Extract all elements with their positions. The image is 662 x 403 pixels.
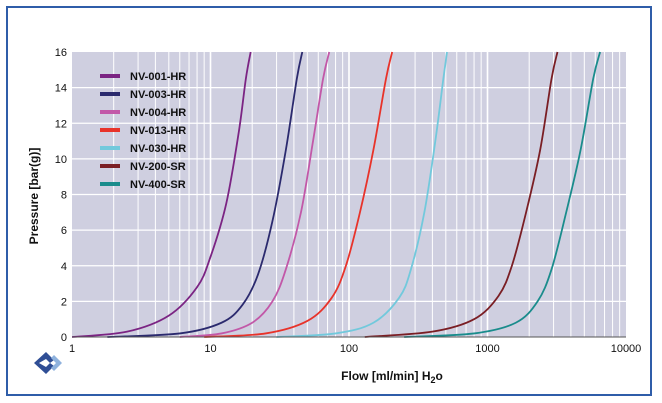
axes: 1 10 100 1000 10000 0 2 4 6 8 10 12 14 16 [55,47,642,355]
double-chevron-diamond-logo [34,352,62,374]
y-tick-label: 6 [61,225,67,237]
y-tick-label: 16 [55,47,67,59]
series-line-2 [179,51,331,338]
x-tick-label: 100 [340,343,358,355]
series-line-1 [107,51,304,338]
legend-label: NV-003-HR [130,89,186,101]
x-axis-title: Flow [ml/min] H2o [341,369,443,385]
y-tick-label: 12 [55,118,67,130]
x-tick-label: 1 [69,343,75,355]
series-line-3 [204,51,394,338]
x-axis-title-main: Flow [ml/min] H [341,369,430,383]
legend-label: NV-013-HR [130,125,186,137]
series-line-4 [276,51,448,338]
grid-lines [72,52,626,337]
legend-label: NV-400-SR [130,179,186,191]
y-tick-label: 2 [61,296,67,308]
x-tick-label: 10000 [611,343,642,355]
x-tick-label: 1000 [475,343,499,355]
series-line-6 [404,51,601,338]
x-axis-title-tail: o [436,369,443,383]
y-tick-label: 8 [61,190,67,202]
legend-label: NV-001-HR [130,71,186,83]
y-axis-title: Pressure [bar(g)] [27,148,41,245]
series-line-0 [72,51,252,338]
legend-label: NV-004-HR [130,107,186,119]
legend: NV-001-HR NV-003-HR NV-004-HR NV-013-HR NV-0… [100,71,186,191]
legend-label: NV-200-SR [130,161,186,173]
legend-label: NV-030-HR [130,143,186,155]
x-tick-label: 10 [204,343,216,355]
y-tick-label: 4 [61,261,67,273]
y-tick-label: 14 [55,83,67,95]
series-line-5 [364,51,559,338]
y-tick-label: 0 [61,332,67,344]
y-tick-label: 10 [55,154,67,166]
logo-diamond-icon [34,352,54,374]
logo-chevron-icon [51,355,62,371]
x-axis-title-subscript: 2 [430,375,435,385]
series-lines [72,51,601,338]
